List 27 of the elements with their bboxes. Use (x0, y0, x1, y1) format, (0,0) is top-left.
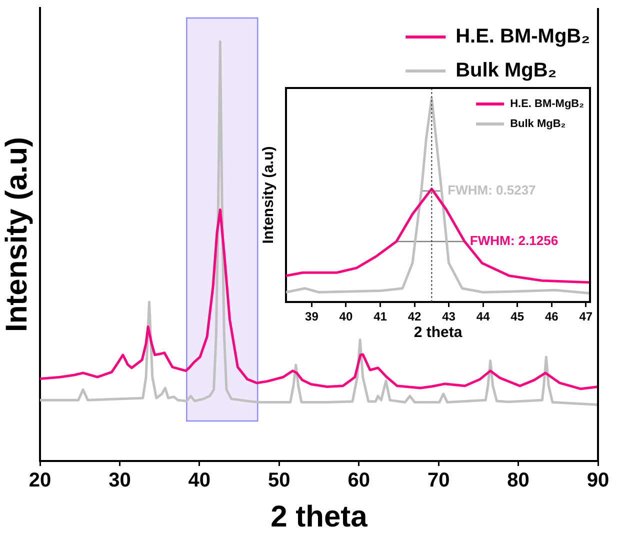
x-tick-label: 40 (339, 310, 353, 324)
x-tick-label: 30 (108, 470, 131, 492)
x-tick-label: 42 (408, 310, 422, 324)
x-axis-title: 2 theta (414, 324, 463, 342)
x-tick-label: 90 (586, 470, 610, 492)
x-tick-label: 46 (544, 310, 559, 324)
x-tick-label: 40 (188, 470, 211, 492)
annotation: FWHM: 2.1256 (470, 233, 558, 248)
y-axis-title: Intensity (a.u) (0, 136, 34, 332)
x-tick-label: 60 (348, 470, 370, 492)
legend-label: Bulk MgB₂ (456, 60, 557, 82)
x-tick-label: 44 (476, 310, 490, 324)
x-tick-label: 45 (510, 310, 524, 324)
x-tick-label: 43 (442, 310, 456, 324)
x-tick-label: 50 (268, 470, 290, 492)
annotation: FWHM: 0.5237 (448, 182, 536, 198)
legend-label: H.E. BM-MgB₂ (456, 26, 590, 48)
legend-label: H.E. BM-MgB₂ (510, 98, 584, 110)
x-tick-label: 41 (374, 310, 388, 324)
y-axis-title: Intensity (a.u) (260, 146, 278, 244)
x-tick-label: 80 (507, 470, 530, 492)
legend-label: Bulk MgB₂ (510, 118, 566, 130)
x-axis-title: 2 theta (270, 500, 368, 534)
x-tick-label: 47 (579, 310, 593, 324)
x-tick-label: 39 (305, 310, 319, 324)
x-tick-label: 20 (28, 470, 52, 492)
x-tick-label: 70 (427, 470, 450, 492)
